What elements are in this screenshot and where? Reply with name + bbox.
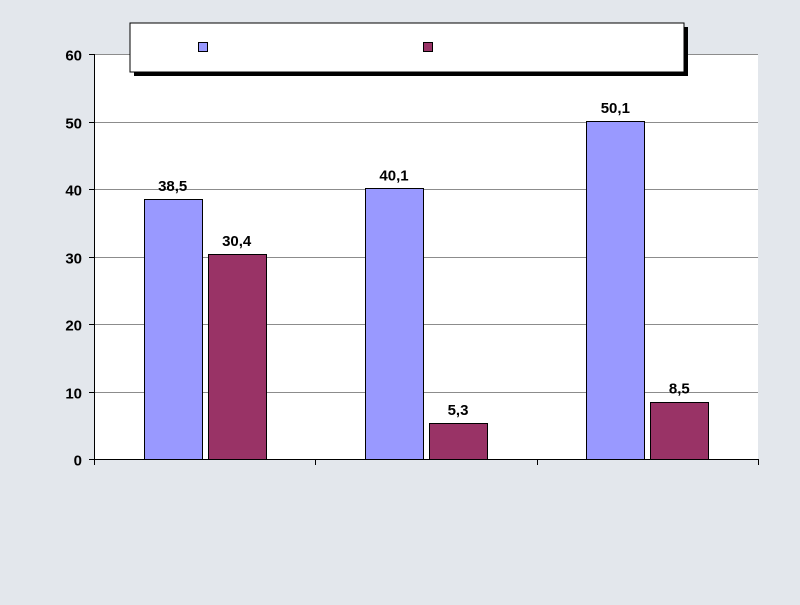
data-label: 50,1 [601,100,630,117]
y-tick-label: 0 [74,453,82,470]
legend-box [129,22,685,73]
bars [144,121,709,460]
y-tick-label: 20 [65,318,82,335]
data-label: 30,4 [222,233,252,250]
bar [650,402,709,460]
bar [208,254,267,460]
data-label: 40,1 [379,167,408,184]
bar [365,188,424,460]
plot-area [94,54,758,459]
data-label: 38,5 [158,178,187,195]
legend-swatch [198,42,208,52]
bar [144,199,203,460]
y-tick-label: 60 [65,48,82,65]
y-tick-label: 40 [65,183,82,200]
legend-swatch [423,42,433,52]
axes: 0 10 20 30 40 50 60 [65,48,759,470]
data-label: 5,3 [448,402,469,419]
bar [429,423,488,460]
data-label: 8,5 [669,381,690,398]
y-tick-label: 30 [65,251,82,268]
data-labels: 38,5 40,1 50,1 30,4 5,3 8,5 [158,100,690,419]
y-tick-label: 10 [65,386,82,403]
bar [586,121,645,460]
y-tick-label: 50 [65,116,82,133]
legend [129,22,688,76]
